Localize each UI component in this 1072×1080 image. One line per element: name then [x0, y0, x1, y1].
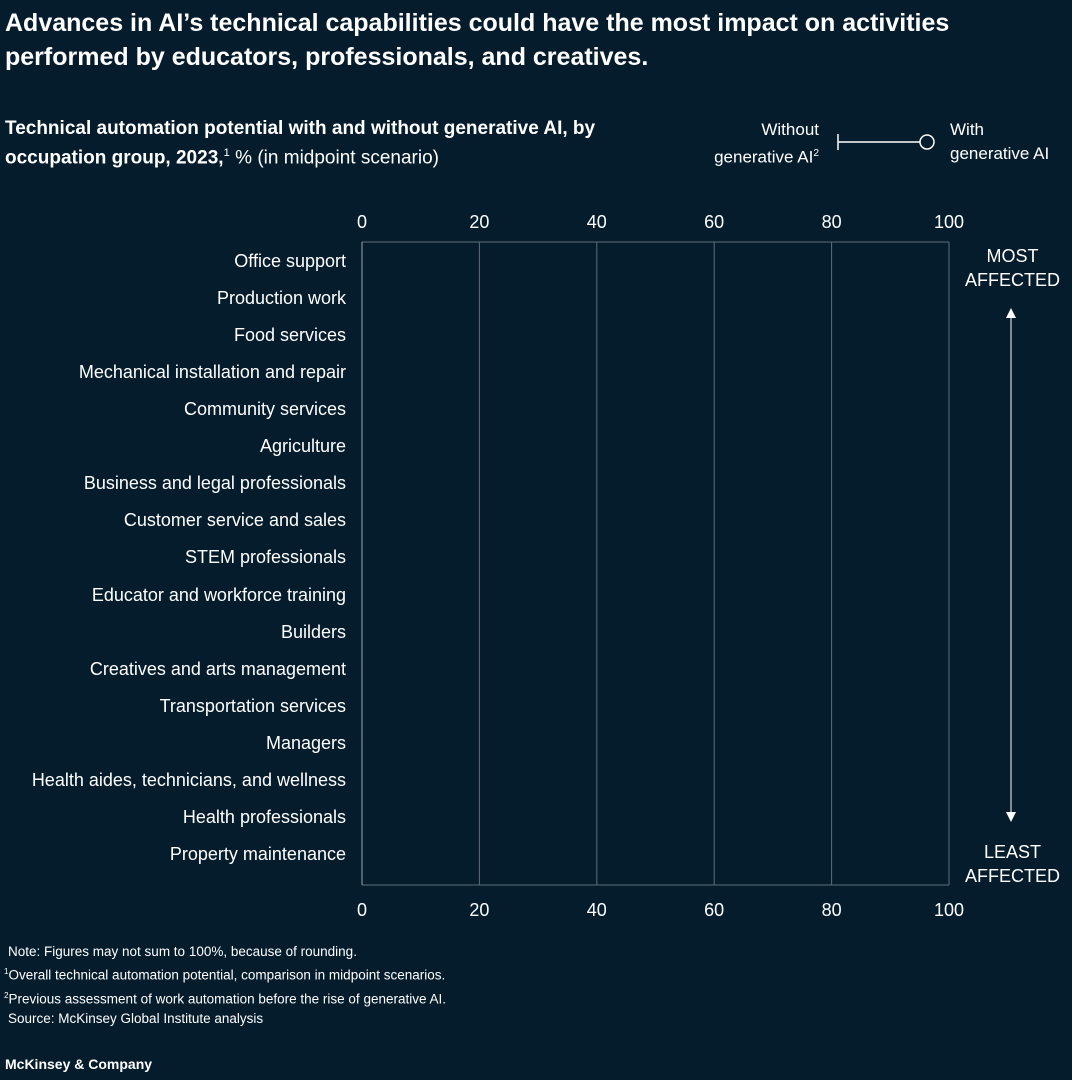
x-tick-label-bottom: 0 — [356, 900, 368, 920]
legend-footnote: 2 — [813, 148, 819, 159]
subtitle-footnote: 1 — [223, 147, 230, 159]
category-label: Food services — [233, 325, 346, 346]
most-line2: AFFECTED — [964, 270, 1060, 290]
note: Note: Figures may not sum to 100%, becau… — [8, 944, 357, 959]
source: Source: McKinsey Global Institute analys… — [8, 1011, 264, 1026]
most-affected-label: MOST AFFECTED — [955, 244, 1070, 292]
category-label: Customer service and sales — [123, 510, 346, 531]
category-label: Community services — [183, 399, 346, 420]
least-line1: LEAST — [983, 842, 1042, 862]
legend-with-line1: With — [950, 120, 984, 139]
category-label: STEM professionals — [184, 547, 346, 568]
arrowhead-icon — [1006, 812, 1016, 822]
legend-without: Without generative AI2 — [714, 118, 819, 170]
x-tick-label-top: 0 — [356, 212, 368, 232]
footnote-1: Overall technical automation potential, … — [8, 967, 446, 983]
category-label: Business and legal professionals — [83, 473, 346, 494]
least-line2: AFFECTED — [964, 866, 1060, 886]
legend-without-line2: generative AI — [714, 147, 814, 167]
category-label: Health aides, technicians, and wellness — [31, 769, 346, 790]
x-tick-label-top: 60 — [704, 212, 725, 232]
legend-with-line2: generative AI — [950, 144, 1050, 163]
category-label: Builders — [280, 621, 346, 642]
x-tick-label-top: 40 — [586, 212, 607, 232]
legend-dumbbell-icon — [837, 134, 935, 150]
x-tick-label-top: 80 — [821, 212, 842, 232]
legend-with: With generative AI — [950, 118, 1049, 166]
category-label: Production work — [216, 288, 346, 309]
category-label: Property maintenance — [169, 843, 346, 864]
chart-title: Advances in AI’s technical capabilities … — [5, 9, 950, 71]
footnote-2: Previous assessment of work automation b… — [8, 991, 446, 1006]
subtitle-bold: Technical automation potential with and … — [5, 118, 596, 169]
category-label: Mechanical installation and repair — [78, 362, 346, 383]
category-label: Office support — [234, 251, 346, 271]
x-tick-label-bottom: 80 — [821, 900, 842, 920]
subtitle-rest: % (in midpoint scenario) — [229, 147, 439, 169]
category-label: Educator and workforce training — [91, 584, 346, 605]
footnotes: Note: Figures may not sum to 100%, becau… — [4, 942, 446, 1029]
category-label: Transportation services — [159, 695, 346, 716]
x-tick-label-top: 100 — [933, 212, 965, 232]
chart-subtitle: Technical automation potential with and … — [5, 116, 695, 170]
least-affected-label: LEAST AFFECTED — [955, 840, 1070, 888]
arrowhead-icon — [1006, 308, 1016, 318]
x-tick-label-bottom: 40 — [586, 900, 607, 920]
category-label: Managers — [265, 732, 346, 753]
category-label: Creatives and arts management — [89, 658, 346, 679]
x-tick-label-bottom: 20 — [469, 900, 490, 920]
x-tick-label-top: 20 — [469, 212, 490, 232]
brand-logo: McKinsey & Company — [5, 1056, 153, 1072]
fn1-marker: 1 — [4, 967, 9, 976]
x-tick-label-bottom: 100 — [933, 900, 965, 920]
most-line1: MOST — [986, 246, 1039, 266]
category-label: Agriculture — [259, 436, 346, 457]
x-tick-label-bottom: 60 — [704, 900, 725, 920]
fn2-marker: 2 — [4, 990, 9, 1000]
legend-without-line1: Without — [761, 120, 819, 139]
category-label: Health professionals — [182, 806, 346, 827]
